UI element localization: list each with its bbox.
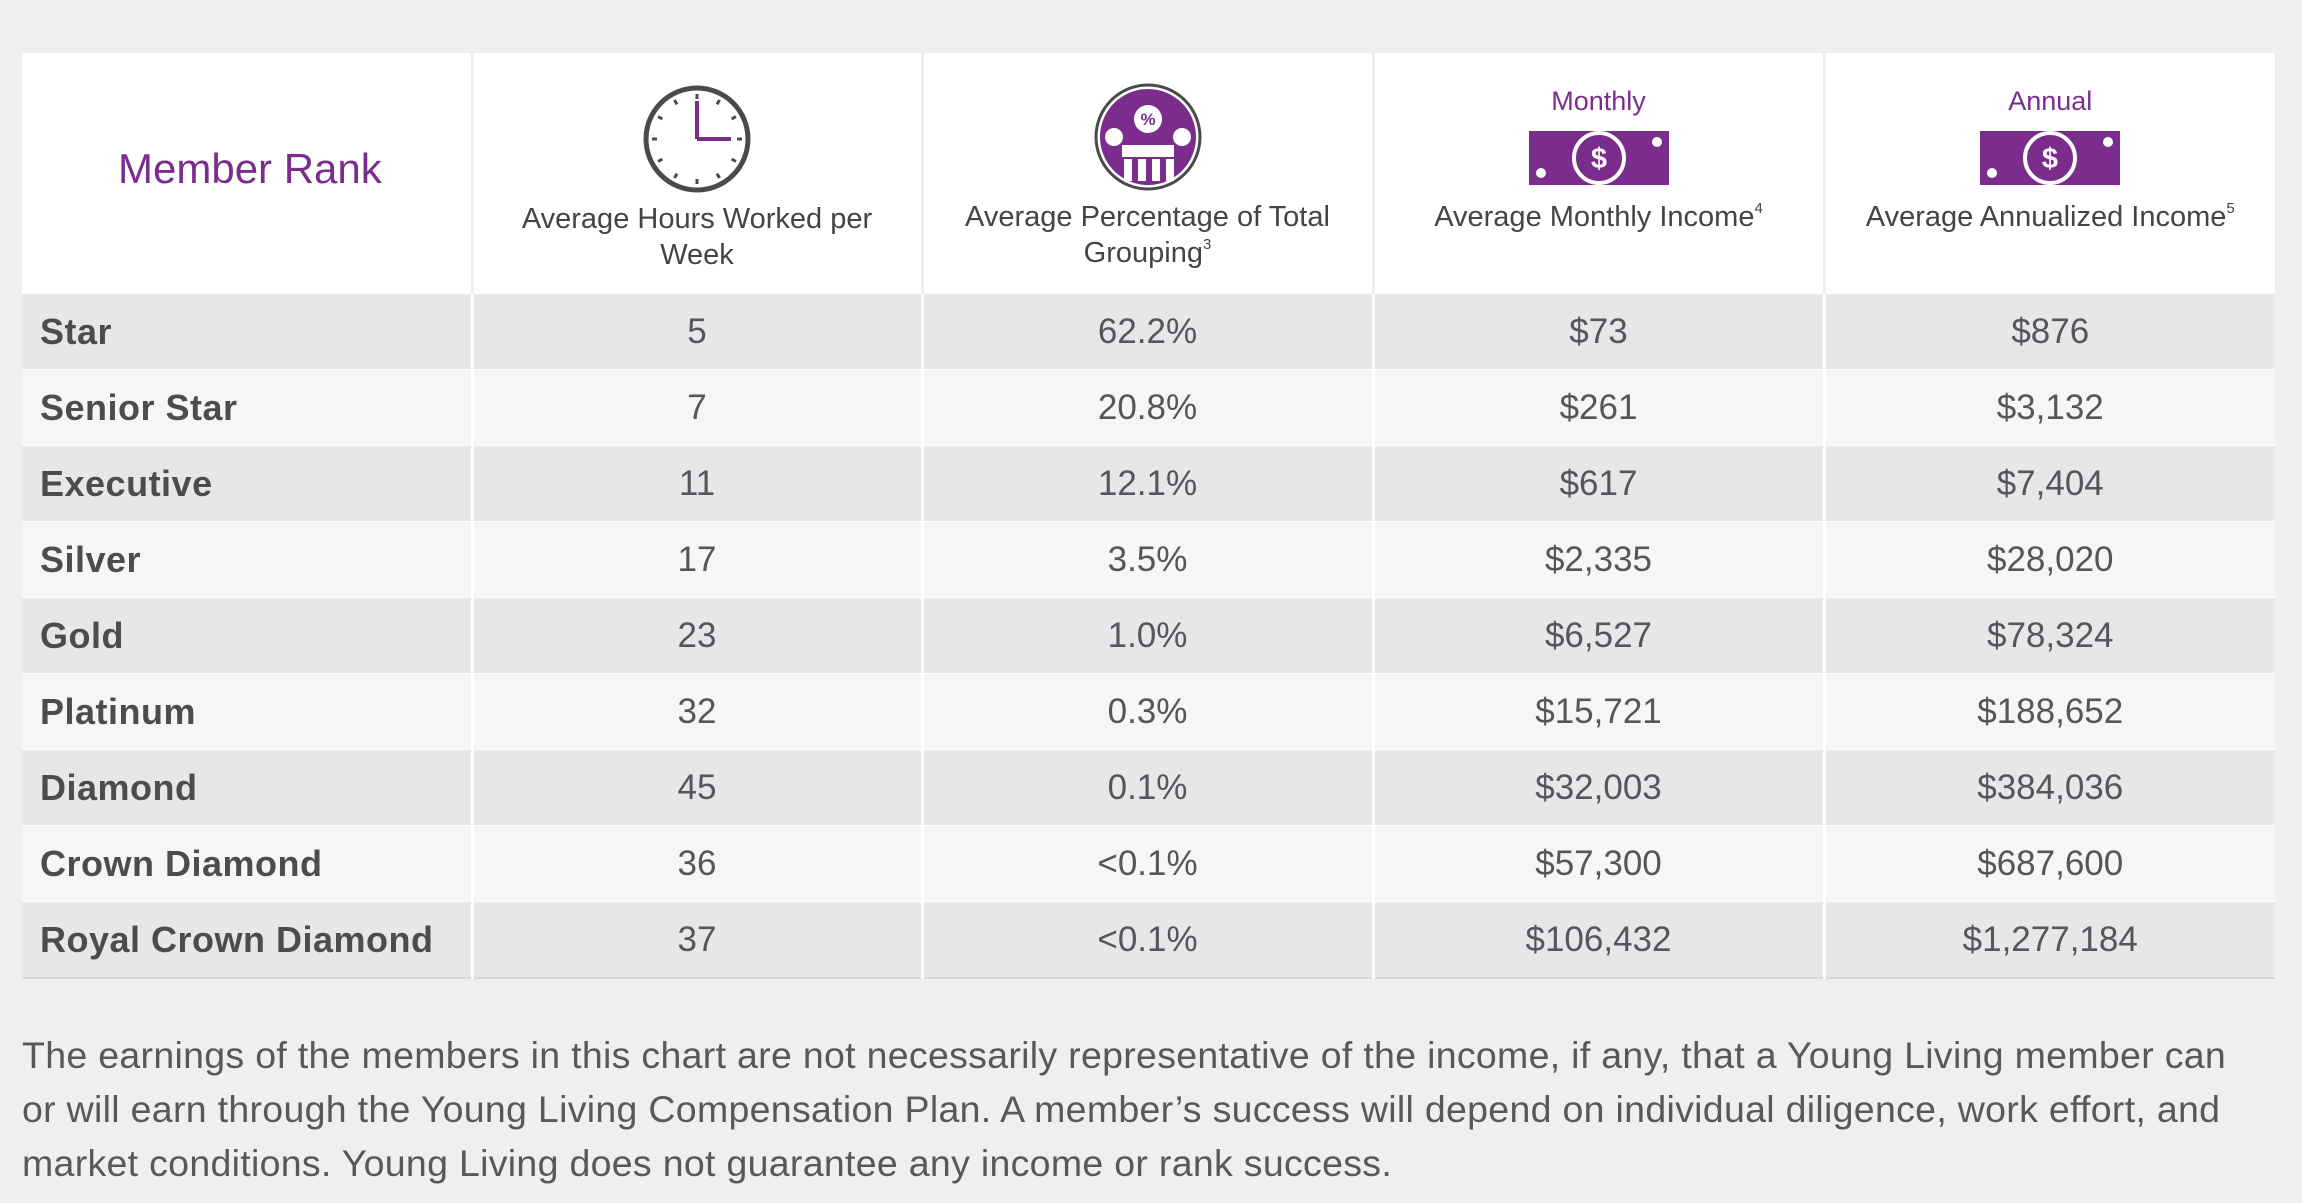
clock-tick xyxy=(730,157,737,163)
annual-income-cell: $188,652 xyxy=(1824,673,2275,750)
table-row: Royal Crown Diamond 37 <0.1% $106,432 $1… xyxy=(22,901,2275,979)
member-rank-heading: Member Rank xyxy=(118,145,382,192)
percentage-cell: 0.3% xyxy=(922,673,1375,750)
annual-label-text: Average Annualized Income xyxy=(1865,201,2227,233)
percentage-cell: <0.1% xyxy=(922,901,1375,979)
header-monthly: Monthly $ Average Monthly Income4 xyxy=(1373,53,1826,294)
rank-name-cell: Star xyxy=(22,293,474,370)
percentage-cell: 3.5% xyxy=(922,521,1375,598)
clock-tick xyxy=(730,115,737,121)
dollar-bill-icon: $ xyxy=(1528,131,1669,185)
annual-income-cell: $28,020 xyxy=(1824,521,2275,598)
header-hours: Average Hours Worked per Week xyxy=(472,53,924,294)
people-percent-icon: % xyxy=(1094,83,1201,191)
monthly-income-cell: $617 xyxy=(1373,445,1826,522)
annual-income-cell: $687,600 xyxy=(1824,825,2275,902)
monthly-income-cell: $6,527 xyxy=(1373,597,1826,674)
table-row: Silver 17 3.5% $2,335 $28,020 xyxy=(22,521,2275,598)
hours-cell: 7 xyxy=(472,369,924,446)
rank-name-cell: Senior Star xyxy=(22,369,474,446)
monthly-income-cell: $15,721 xyxy=(1373,673,1826,750)
percentage-footnote: 3 xyxy=(1202,236,1212,253)
percentage-cell: 12.1% xyxy=(922,445,1375,522)
dollar-bill-icon: $ xyxy=(1980,131,2121,185)
monthly-income-cell: $73 xyxy=(1373,293,1826,370)
annual-label: Average Annualized Income5 xyxy=(1846,199,2256,235)
hours-cell: 5 xyxy=(472,293,924,370)
table-row: Star 5 62.2% $73 $876 xyxy=(22,293,2275,370)
annual-income-cell: $384,036 xyxy=(1824,749,2275,826)
clock-tick xyxy=(657,115,664,121)
hours-cell: 11 xyxy=(472,445,924,522)
table-row: Senior Star 7 20.8% $261 $3,132 xyxy=(22,369,2275,446)
annual-tag: Annual xyxy=(2008,86,2093,116)
percentage-cell: 1.0% xyxy=(922,597,1375,674)
svg-text:$: $ xyxy=(2042,143,2058,175)
table-header-row: Member Rank Average Hours Worked per Wee… xyxy=(22,53,2275,294)
rank-name-cell: Crown Diamond xyxy=(22,825,474,902)
header-member-rank: Member Rank xyxy=(22,53,474,294)
percentage-cell: 20.8% xyxy=(922,369,1375,446)
svg-text:%: % xyxy=(1140,110,1155,129)
hours-cell: 17 xyxy=(472,521,924,598)
monthly-income-cell: $2,335 xyxy=(1373,521,1826,598)
monthly-income-cell: $261 xyxy=(1373,369,1826,446)
hours-cell: 23 xyxy=(472,597,924,674)
clock-tick xyxy=(715,172,721,179)
annual-income-cell: $7,404 xyxy=(1824,445,2275,522)
monthly-label: Average Monthly Income4 xyxy=(1395,199,1803,235)
rank-name-cell: Silver xyxy=(22,521,474,598)
rank-name-cell: Platinum xyxy=(22,673,474,750)
percentage-label-text: Average Percentage of Total Grouping xyxy=(965,201,1330,269)
clock-tick xyxy=(673,172,679,179)
table-row: Executive 11 12.1% $617 $7,404 xyxy=(22,445,2275,522)
percentage-label: Average Percentage of Total Grouping3 xyxy=(944,199,1352,271)
rank-name-cell: Diamond xyxy=(22,749,474,826)
monthly-label-text: Average Monthly Income xyxy=(1434,201,1755,233)
percentage-cell: 62.2% xyxy=(922,293,1375,370)
annual-income-cell: $3,132 xyxy=(1824,369,2275,446)
monthly-income-cell: $106,432 xyxy=(1373,901,1826,979)
rank-name-cell: Executive xyxy=(22,445,474,522)
rank-name-cell: Gold xyxy=(22,597,474,674)
monthly-tag: Monthly xyxy=(1551,86,1646,116)
monthly-income-cell: $32,003 xyxy=(1373,749,1826,826)
annual-footnote: 5 xyxy=(2226,200,2235,217)
annual-income-cell: $1,277,184 xyxy=(1824,901,2275,979)
table-row: Crown Diamond 36 <0.1% $57,300 $687,600 xyxy=(22,825,2275,902)
income-disclosure-table: Member Rank Average Hours Worked per Wee… xyxy=(22,53,2275,979)
table-row: Platinum 32 0.3% $15,721 $188,652 xyxy=(22,673,2275,750)
header-annual: Annual $ Average Annualized Income5 xyxy=(1824,53,2275,294)
rank-name-cell: Royal Crown Diamond xyxy=(22,901,474,979)
percentage-cell: 0.1% xyxy=(922,749,1375,826)
hours-cell: 37 xyxy=(472,901,924,979)
monthly-income-cell: $57,300 xyxy=(1373,825,1826,902)
monthly-footnote: 4 xyxy=(1754,200,1763,217)
header-percentage: % Average Percentage of Total Grouping3 xyxy=(922,53,1375,294)
earnings-disclaimer: The earnings of the members in this char… xyxy=(22,1034,2227,1184)
annual-income-cell: $78,324 xyxy=(1824,597,2275,674)
clock-tick xyxy=(715,99,721,106)
hours-cell: 45 xyxy=(472,749,924,826)
annual-income-cell: $876 xyxy=(1824,293,2275,370)
hours-label: Average Hours Worked per Week xyxy=(521,203,873,271)
clock-tick xyxy=(673,99,679,106)
clock-icon xyxy=(643,85,751,193)
hours-cell: 32 xyxy=(472,673,924,750)
table-row: Gold 23 1.0% $6,527 $78,324 xyxy=(22,597,2275,674)
table-row: Diamond 45 0.1% $32,003 $384,036 xyxy=(22,749,2275,826)
clock-tick xyxy=(657,157,664,163)
hours-cell: 36 xyxy=(472,825,924,902)
percentage-cell: <0.1% xyxy=(922,825,1375,902)
svg-text:$: $ xyxy=(1590,143,1606,175)
